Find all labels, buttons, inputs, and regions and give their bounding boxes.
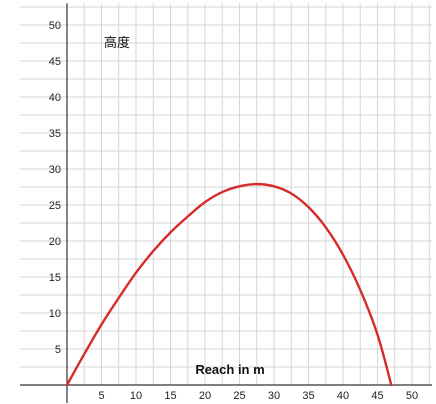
y-tick-label: 15 <box>49 272 61 284</box>
y-tick-label: 25 <box>49 200 61 212</box>
x-axis-label: Reach in m <box>195 362 264 377</box>
x-tick-label: 20 <box>199 390 211 402</box>
axes <box>20 3 432 403</box>
y-axis-label: 高度 <box>104 35 130 51</box>
y-tick-label: 40 <box>49 92 61 104</box>
y-tick-label: 35 <box>49 128 61 140</box>
x-tick-label: 5 <box>98 390 104 402</box>
x-tick-label: 35 <box>302 390 314 402</box>
y-tick-label: 5 <box>55 344 61 356</box>
x-tick-label: 45 <box>371 390 383 402</box>
x-tick-label: 10 <box>130 390 142 402</box>
y-tick-label: 20 <box>49 236 61 248</box>
y-tick-label: 50 <box>49 20 61 32</box>
y-tick-label: 10 <box>49 308 61 320</box>
y-tick-label: 45 <box>49 56 61 68</box>
grid <box>20 3 432 385</box>
x-tick-label: 50 <box>406 390 418 402</box>
x-tick-label: 25 <box>233 390 245 402</box>
x-tick-label: 30 <box>268 390 280 402</box>
x-tick-label: 40 <box>337 390 349 402</box>
x-tick-labels: 5 10 15 20 25 30 35 40 45 50 <box>98 390 418 402</box>
y-tick-label: 30 <box>49 164 61 176</box>
x-tick-label: 15 <box>164 390 176 402</box>
y-tick-labels: 5 10 15 20 25 30 35 40 45 50 <box>49 20 61 356</box>
